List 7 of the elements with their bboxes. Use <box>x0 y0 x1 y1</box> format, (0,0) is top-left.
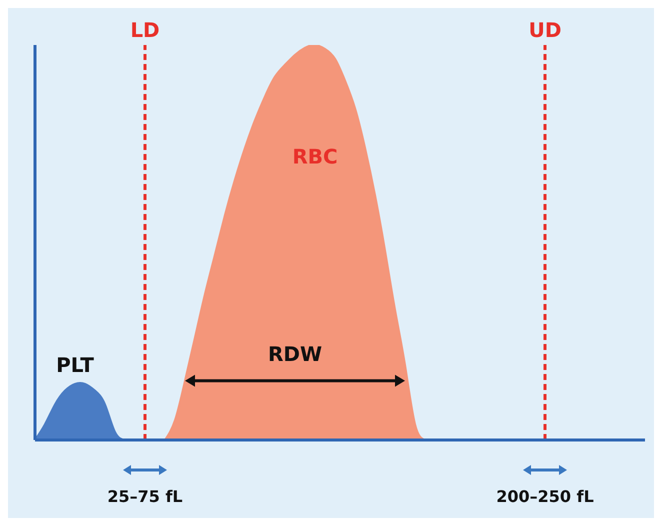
text: UD <box>528 18 562 42</box>
text: LD <box>130 18 160 42</box>
series-label: PLT <box>56 352 94 377</box>
text: 200–250 fL <box>496 487 594 506</box>
series-label: RBC <box>292 144 338 168</box>
text: 25–75 fL <box>107 487 183 506</box>
annotation: RDW <box>268 342 322 366</box>
